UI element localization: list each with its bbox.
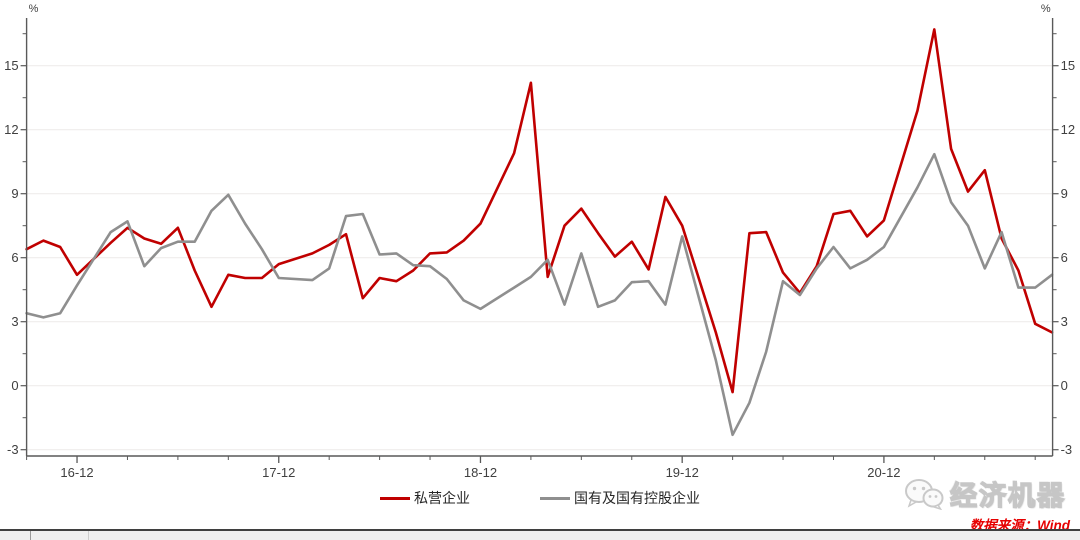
y-tick-label: 15 (1061, 58, 1075, 73)
x-tick-label: 20-12 (867, 465, 900, 480)
y-tick-label: 0 (1061, 378, 1068, 393)
frame-tick (88, 531, 89, 540)
y-tick-label: 9 (11, 186, 18, 201)
unit-label-right: % (1041, 3, 1051, 15)
y-tick-label: -3 (7, 442, 19, 457)
y-tick-label: 3 (11, 314, 18, 329)
y-tick-label: 0 (11, 378, 18, 393)
x-tick-label: 17-12 (262, 465, 295, 480)
x-tick-label: 19-12 (666, 465, 699, 480)
y-tick-label: -3 (1061, 442, 1073, 457)
frame-tick (30, 531, 31, 540)
series-private-line (25, 28, 1054, 394)
x-tick-label: 18-12 (464, 465, 497, 480)
y-tick-label: 12 (1061, 122, 1075, 137)
wechat-icon (905, 478, 944, 510)
y-tick-label: 15 (4, 58, 18, 73)
bottom-frame-bar (0, 529, 1080, 540)
watermark-text: 经济机器 (949, 480, 1066, 511)
y-tick-label: 12 (4, 122, 18, 137)
watermark: 经济机器 (904, 474, 1066, 513)
x-tick-label: 16-12 (60, 465, 93, 480)
y-tick-label: 9 (1061, 186, 1068, 201)
unit-label-left: % (29, 3, 39, 15)
y-tick-label: 6 (11, 250, 18, 265)
y-tick-label: 3 (1061, 314, 1068, 329)
series-state-line (25, 152, 1054, 437)
y-tick-label: 6 (1061, 250, 1068, 265)
